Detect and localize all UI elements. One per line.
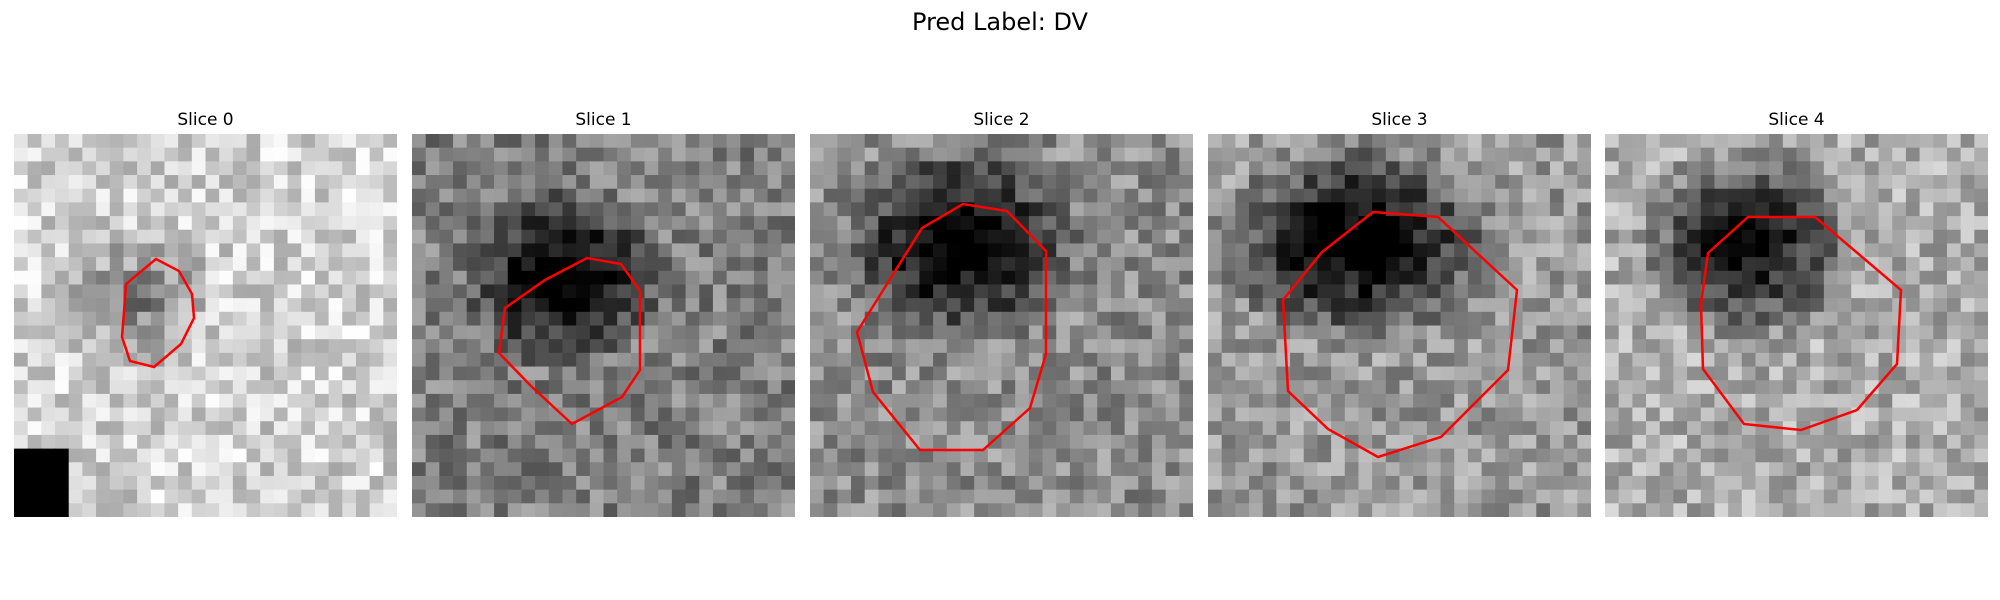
slice-image-4	[1605, 134, 1988, 517]
slice-title: Slice 4	[1768, 110, 1825, 130]
slice-title: Slice 2	[973, 110, 1030, 130]
slice-title: Slice 0	[177, 110, 234, 130]
slice-image-0	[14, 134, 397, 517]
slice-title: Slice 3	[1371, 110, 1428, 130]
slice-image-2	[810, 134, 1193, 517]
slice-panel-1: Slice 1	[412, 110, 795, 517]
slice-panel-4: Slice 4	[1605, 110, 1988, 517]
figure-title: Pred Label: DV	[912, 8, 1088, 36]
slice-image-1	[412, 134, 795, 517]
slice-panel-2: Slice 2	[810, 110, 1193, 517]
slice-image-3	[1208, 134, 1591, 517]
slice-title: Slice 1	[575, 110, 632, 130]
slice-panel-3: Slice 3	[1208, 110, 1591, 517]
slice-panel-0: Slice 0	[14, 110, 397, 517]
